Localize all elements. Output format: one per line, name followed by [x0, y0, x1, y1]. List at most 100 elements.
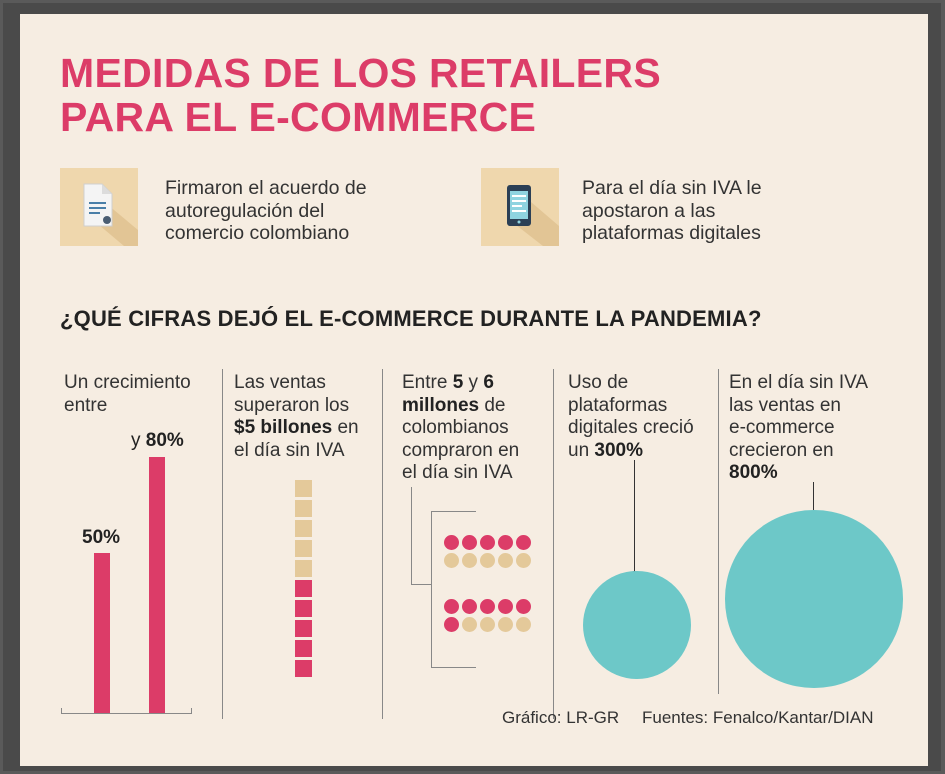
growth-bar-80: [149, 457, 165, 713]
buyers-min: 5: [452, 372, 464, 393]
buyer-dot: [516, 535, 531, 550]
sales-block: [295, 540, 312, 557]
credit-sources: Fuentes: Fenalco/Kantar/DIAN: [642, 708, 874, 727]
buyer-dot: [444, 535, 459, 550]
buyer-dot: [516, 553, 531, 568]
buyers-max: 6: [483, 372, 494, 393]
platforms-text: Uso de plataformas digitales creció un 3…: [568, 372, 694, 462]
sales-line-3: $5 billones en: [234, 417, 359, 440]
growth-high-prefix: y: [131, 430, 146, 451]
title-line-2: PARA EL E-COMMERCE: [60, 94, 537, 140]
smartphone-icon: [507, 185, 559, 246]
platforms-line-1: Uso de: [568, 372, 629, 393]
platforms-pointer-line: [634, 460, 635, 575]
platforms-circle-300: [582, 570, 692, 680]
sales-block: [295, 580, 312, 597]
sales-block: [295, 560, 312, 577]
buyer-dot: [498, 599, 513, 614]
buyer-dot: [480, 617, 495, 632]
buyer-dot: [462, 535, 477, 550]
buyer-dot: [480, 599, 495, 614]
siniva-line-4: crecieron en: [729, 439, 834, 461]
sales-block: [295, 520, 312, 537]
siniva-text: En el día sin IVA las ventas en e-commer…: [729, 372, 868, 485]
sales-block: [295, 500, 312, 517]
measure-1-line-2: autoregulación del: [165, 199, 325, 222]
sales-amount: $5 billones: [234, 417, 333, 438]
growth-low-label: 50%: [82, 527, 121, 548]
measure-1-line-3: comercio colombiano: [165, 222, 350, 244]
growth-text-line-2: entre: [64, 394, 108, 416]
sales-block: [295, 600, 312, 617]
growth-high-value: 80%: [145, 430, 184, 451]
siniva-line-5: 800%: [729, 462, 868, 485]
separator-1: [222, 369, 223, 719]
buyers-connector-horizontal: [411, 584, 432, 585]
growth-text-line-1: Un crecimiento: [64, 372, 191, 393]
growth-axis: [61, 713, 192, 714]
buyer-dot: [498, 617, 513, 632]
buyer-dot: [462, 617, 477, 632]
separator-4: [718, 369, 719, 694]
growth-axis-tick-left: [61, 708, 62, 714]
platforms-line-4-pre: un: [568, 439, 595, 461]
measure-2-line-1: Para el día sin IVA le: [582, 177, 762, 199]
buyers-connector-vertical-left: [411, 487, 412, 585]
buyer-dot: [480, 535, 495, 550]
sales-block: [295, 660, 312, 677]
buyers-line-5: el día sin IVA: [402, 462, 513, 483]
sales-text: Las ventas superaron los $5 billones en …: [234, 372, 359, 462]
buyers-bracket-vertical: [431, 511, 432, 668]
measure-2-icon-box: [481, 168, 559, 246]
sales-line-4: el día sin IVA: [234, 439, 345, 461]
growth-text: Un crecimiento entre: [64, 372, 191, 417]
siniva-line-3: e-commerce: [729, 417, 835, 438]
platforms-line-2: plataformas: [568, 394, 668, 416]
buyers-bracket-bottom: [431, 667, 476, 668]
measure-2-line-3: plataformas digitales: [582, 222, 761, 244]
section-subtitle: ¿QUÉ CIFRAS DEJÓ EL E-COMMERCE DURANTE L…: [60, 306, 762, 331]
measure-1-text: Firmaron el acuerdo de autoregulación de…: [165, 177, 367, 245]
buyers-millions: millones: [402, 394, 480, 416]
sales-block: [295, 640, 312, 657]
buyer-dot: [444, 599, 459, 614]
sales-line-3-rest: en: [332, 417, 359, 438]
siniva-growth-value: 800%: [729, 462, 778, 483]
buyers-line-1: Entre 5 y 6: [402, 372, 519, 395]
buyers-bracket-top: [431, 511, 476, 512]
separator-2: [382, 369, 383, 719]
buyer-dot: [444, 553, 459, 568]
buyers-line-2: millones de: [402, 395, 519, 418]
platforms-line-3: digitales creció: [568, 417, 694, 438]
sales-blocks: [295, 480, 312, 680]
sales-line-2: superaron los: [234, 394, 350, 416]
platforms-line-4: un 300%: [568, 440, 694, 463]
infographic-panel: MEDIDAS DE LOS RETAILERS PARA EL E-COMME…: [20, 14, 928, 766]
buyers-line-1-pre: Entre: [402, 372, 453, 393]
document-icon: [83, 183, 138, 246]
growth-axis-tick-right: [191, 708, 192, 714]
separator-3: [553, 369, 554, 719]
buyer-dot: [480, 553, 495, 568]
buyers-line-4: compraron en: [402, 439, 520, 461]
window-frame: MEDIDAS DE LOS RETAILERS PARA EL E-COMME…: [3, 3, 941, 771]
siniva-circle-800: [725, 510, 903, 688]
sales-block: [295, 480, 312, 497]
measure-2-text: Para el día sin IVA le apostaron a las p…: [582, 177, 762, 245]
siniva-line-2: las ventas en: [729, 394, 841, 416]
buyers-line-2-rest: de: [479, 394, 506, 416]
buyers-line-1-mid: y: [463, 372, 484, 393]
title-line-1: MEDIDAS DE LOS RETAILERS: [60, 50, 661, 96]
buyers-line-3: colombianos: [402, 417, 509, 438]
buyer-dot: [498, 535, 513, 550]
buyers-text: Entre 5 y 6 millones de colombianos comp…: [402, 372, 519, 485]
growth-bar-50: [94, 553, 110, 713]
sales-line-1: Las ventas: [234, 372, 326, 393]
measure-1-icon-box: [60, 168, 138, 246]
buyer-dot: [498, 553, 513, 568]
platforms-growth-value: 300%: [594, 439, 644, 461]
buyer-dot: [516, 599, 531, 614]
siniva-line-1: En el día sin IVA: [729, 372, 869, 393]
buyer-dot: [462, 553, 477, 568]
measure-1-line-1: Firmaron el acuerdo de: [165, 177, 367, 199]
